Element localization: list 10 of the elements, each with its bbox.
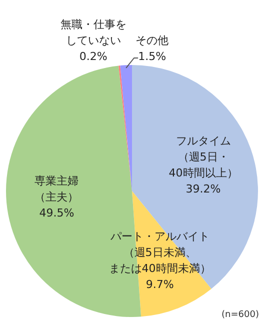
data-label: 1.5%: [138, 50, 166, 63]
slice-label: 無職・仕事をしていない: [60, 18, 126, 47]
slice-label: その他: [136, 34, 169, 47]
data-label: 0.2%: [79, 50, 108, 63]
text: (n=600): [222, 310, 259, 320]
data-label: 9.7%: [146, 278, 174, 292]
slice-label: フルタイム（週5日・40時間以上）: [168, 134, 238, 180]
data-label: 39.2%: [186, 182, 221, 196]
slice-label: 専業主婦（主夫）: [34, 174, 79, 204]
data-label: 49.5%: [39, 206, 74, 220]
